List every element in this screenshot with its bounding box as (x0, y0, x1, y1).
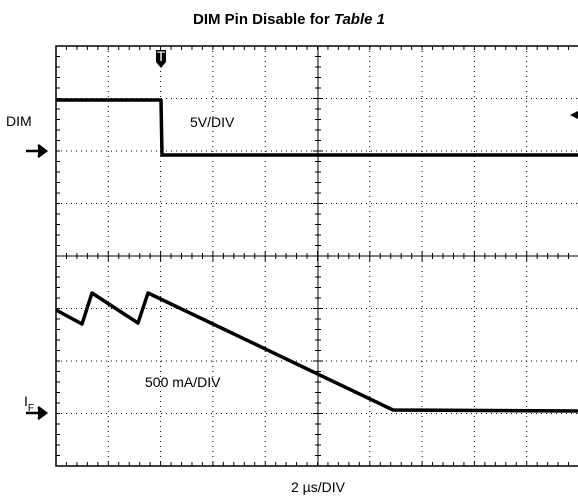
ch1-ground-arrow (26, 144, 49, 158)
dim-trace (56, 98, 578, 157)
trigger-level-marker (570, 111, 578, 119)
ch2-label-sub: F (28, 403, 34, 414)
ch1-label: DIM (6, 113, 32, 129)
trigger-marker (156, 50, 166, 68)
ch2-ground-arrow (26, 406, 49, 420)
timebase: 2 µs/DIV (291, 479, 346, 495)
title-text: DIM Pin Disable for (193, 11, 334, 28)
ch2-label-main: I (24, 393, 28, 409)
trigger-letter: T (157, 48, 166, 64)
current-trace (55, 291, 578, 413)
title: DIM Pin Disable for Table 1 (193, 11, 385, 28)
ch1-scale: 5V/DIV (190, 114, 235, 130)
title-emphasis: Table 1 (334, 11, 385, 28)
ch2-label: IF (24, 393, 34, 414)
ch2-scale: 500 mA/DIV (145, 374, 221, 390)
